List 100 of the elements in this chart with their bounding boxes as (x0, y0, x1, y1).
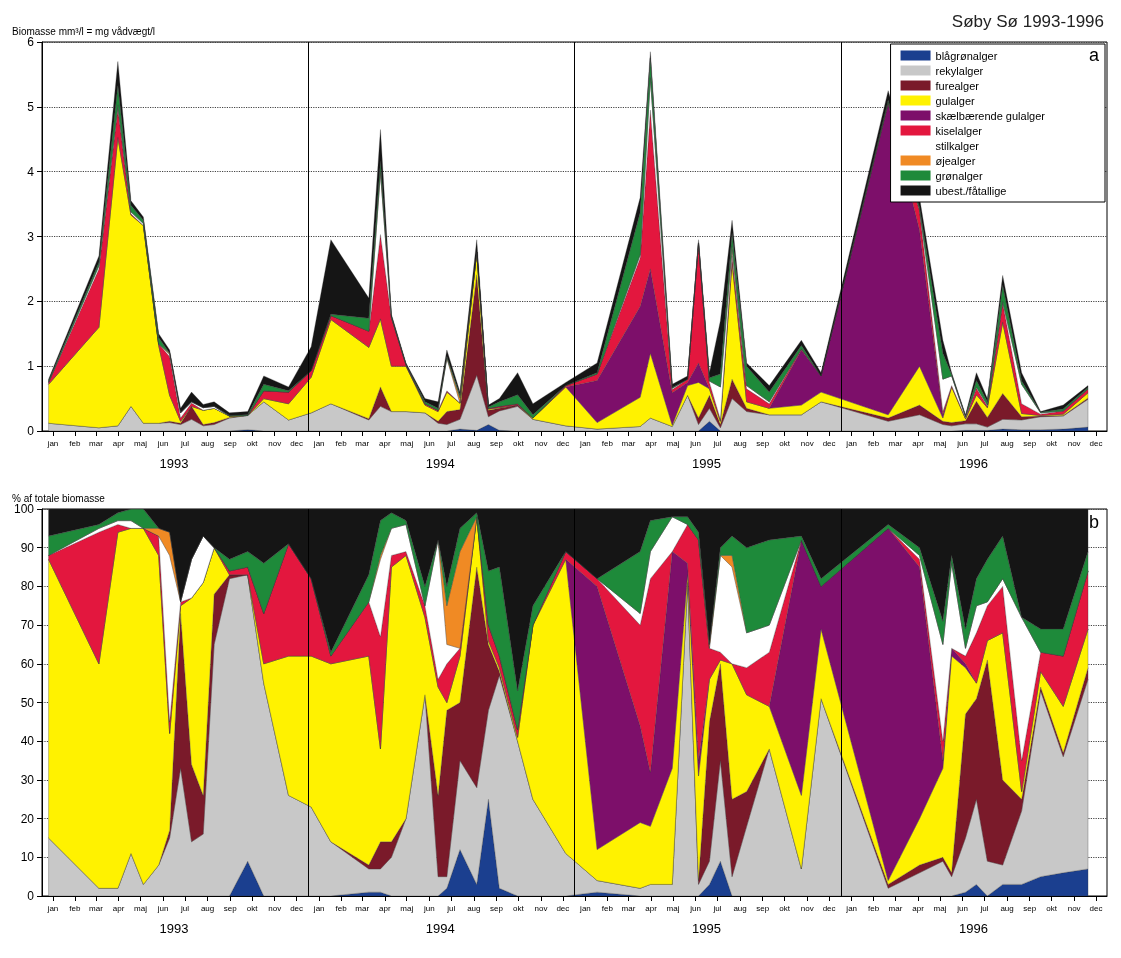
x-tick-label: apr (645, 903, 658, 913)
x-tick-label: jun (689, 903, 701, 913)
x-tick-label: feb (601, 903, 614, 913)
x-tick-label: okt (246, 438, 259, 448)
y-tick-label: 0 (27, 424, 35, 438)
x-tick-label: sep (1023, 438, 1037, 448)
x-tick-label: nov (534, 438, 548, 448)
x-tick-label: nov (268, 903, 282, 913)
x-tick-label: aug (200, 903, 215, 913)
x-tick-label: dec (290, 903, 304, 913)
x-tick-label: aug (200, 438, 215, 448)
y-tick-label: 30 (20, 772, 35, 787)
x-tick-label: okt (779, 903, 791, 913)
x-tick-label: apr (379, 903, 391, 913)
x-tick-label: okt (779, 438, 791, 448)
x-tick-label: aug (733, 438, 747, 448)
x-tick-label: dec (290, 438, 304, 448)
x-tick-label: jul (979, 438, 989, 448)
x2-tick-label: 1996 (959, 921, 988, 936)
x2-tick-label: 1993 (159, 456, 189, 471)
y-tick-label: 1 (27, 359, 35, 374)
x-tick-label: mar (89, 438, 104, 448)
x-tick-label: jan (579, 903, 591, 913)
x-tick-label: apr (112, 438, 125, 448)
x-tick-label: nov (534, 903, 548, 913)
x-tick-label: apr (912, 903, 925, 913)
x-tick-label: sep (756, 903, 770, 913)
x-tick-label: okt (1046, 903, 1058, 913)
x-tick-label: aug (1000, 438, 1014, 448)
x-tick-label: dec (822, 438, 836, 448)
x-tick-label: sep (490, 438, 504, 448)
y-tick-label: 3 (27, 229, 35, 244)
x-tick-label: okt (513, 903, 525, 913)
chart-title: Søby Sø 1993-1996 (951, 12, 1105, 31)
x-tick-label: sep (490, 903, 504, 913)
x-tick-label: nov (800, 438, 814, 448)
legend-label: rekylalger (935, 64, 984, 77)
x-tick-label: apr (912, 438, 925, 448)
x-tick-label: aug (733, 903, 747, 913)
annotation: b (1088, 512, 1099, 532)
x2-tick-label: 1995 (692, 456, 721, 471)
text: stilkalger (935, 139, 980, 152)
x-tick-label: jun (689, 438, 701, 448)
legend-label: furealger (935, 79, 980, 92)
y-tick-label: 60 (20, 656, 35, 671)
x-tick-label: okt (513, 438, 525, 448)
y-tick-label: 4 (27, 164, 35, 179)
x-tick-label: nov (800, 903, 814, 913)
x-tick-label: jan (46, 438, 59, 448)
x-tick-label: mar (355, 438, 370, 448)
y-tick-label: 5 (27, 99, 35, 114)
x-tick-label: dec (822, 903, 836, 913)
x-tick-label: jan (845, 438, 858, 448)
legend-label: blågrønalger (935, 49, 998, 62)
x-tick-label: jun (956, 438, 968, 448)
x-tick-label: apr (112, 903, 125, 913)
x-tick-label: mar (888, 438, 903, 448)
x-tick-label: aug (1000, 903, 1014, 913)
x-tick-label: dec (1089, 903, 1103, 913)
x-tick-label: dec (556, 438, 570, 448)
x-tick-label: jan (312, 903, 325, 913)
x-tick-label: sep (223, 438, 238, 448)
y-tick-label: 50 (20, 695, 35, 710)
x-tick-label: feb (868, 903, 880, 913)
x-tick-label: jun (423, 903, 435, 913)
x-tick-label: jan (312, 438, 325, 448)
y-tick-label: 40 (20, 734, 35, 749)
x-tick-label: jun (156, 903, 169, 913)
x-tick-label: jul (446, 438, 456, 448)
x-tick-label: jul (179, 903, 190, 913)
legend-label: ubest./fåtallige (935, 184, 1007, 197)
legend-label: gulalger (935, 94, 976, 107)
x-tick-label: feb (69, 438, 81, 448)
x-tick-label: feb (335, 438, 348, 448)
legend-label: grønalger (935, 169, 983, 182)
x-tick-label: apr (379, 438, 391, 448)
x2-tick-label: 1995 (692, 921, 721, 936)
x-tick-label: jan (579, 438, 591, 448)
x-tick-label: okt (246, 903, 259, 913)
x-tick-label: dec (556, 903, 570, 913)
y-tick-label: 100 (13, 502, 35, 516)
x-tick-label: mar (355, 903, 370, 913)
x2-tick-label: 1996 (959, 456, 988, 471)
x-tick-label: apr (645, 438, 658, 448)
legend-label: skælbærende gulalger (935, 109, 1046, 122)
y-tick-label: 90 (20, 540, 35, 555)
x-tick-label: jul (712, 438, 722, 448)
x-tick-label: maj (666, 438, 680, 448)
x-tick-label: jul (446, 903, 456, 913)
y-tick-label: 2 (27, 294, 35, 309)
x-tick-label: maj (933, 903, 947, 913)
x2-tick-label: 1993 (159, 921, 189, 936)
x-tick-label: sep (223, 903, 238, 913)
x-tick-label: jul (979, 903, 989, 913)
x-tick-label: aug (467, 903, 481, 913)
y-tick-label: 70 (20, 618, 35, 633)
x-tick-label: dec (1089, 438, 1103, 448)
x-tick-label: jun (423, 438, 435, 448)
x-tick-label: feb (69, 903, 81, 913)
x-tick-label: maj (933, 438, 947, 448)
